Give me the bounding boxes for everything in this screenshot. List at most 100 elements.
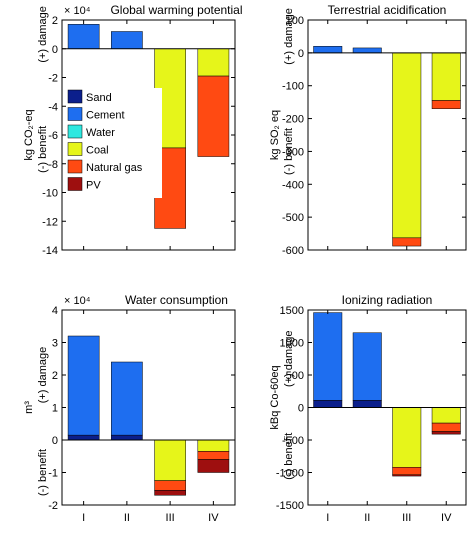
bar-cement-II <box>352 332 382 401</box>
y-tick-label: 2 <box>52 370 58 382</box>
y-tick-label: -12 <box>42 216 58 228</box>
damage-label: (+) damage <box>37 6 49 63</box>
y-tick-label: 500 <box>286 370 304 382</box>
y-tick-label: -500 <box>282 435 304 447</box>
y-tick-label: 0 <box>298 48 304 60</box>
bar-natural-gas-IV <box>197 451 230 460</box>
benefit-label: (-) benefit <box>37 449 49 496</box>
bar-coal-IV <box>197 48 230 77</box>
y-tick-label: 1000 <box>280 338 304 350</box>
legend-label-sand: Sand <box>86 92 112 104</box>
y-tick-label: 2 <box>52 15 58 27</box>
y-tick-label: -4 <box>48 101 58 113</box>
y-tick-label: -6 <box>48 130 58 142</box>
damage-label: (+) damage <box>37 347 49 404</box>
bar-cement-I <box>67 24 100 49</box>
bar-coal-IV <box>197 439 230 452</box>
bar-pv-IV <box>431 431 461 435</box>
axis-multiplier: × 10⁴ <box>64 295 91 307</box>
bar-pv-III <box>154 490 186 496</box>
chart-title: Water consumption <box>125 293 228 307</box>
legend-swatch-sand <box>67 89 83 104</box>
y-tick-label: 0 <box>52 44 58 56</box>
benefit-label: (-) benefit <box>283 128 295 175</box>
legend-label-natural-gas: Natural gas <box>86 162 143 174</box>
y-tick-label: -2 <box>48 500 58 512</box>
bar-pv-III <box>392 474 422 477</box>
legend-swatch-pv <box>67 177 83 191</box>
legend-label-water: Water <box>86 127 115 139</box>
bar-natural-gas-IV <box>197 75 230 157</box>
bar-natural-gas-IV <box>431 100 461 109</box>
bar-cement-I <box>313 312 343 401</box>
y-tick-label: -1500 <box>276 500 304 512</box>
bar-sand-I <box>313 400 343 408</box>
chart-title: Global warming potential <box>110 3 242 17</box>
y-tick-label: 1 <box>52 403 58 415</box>
bar-coal-III <box>154 439 186 481</box>
y-tick-label: 4 <box>52 305 58 317</box>
y-axis-label: kg SO₂ eq <box>269 110 281 160</box>
chart-title: Ionizing radiation <box>342 293 433 307</box>
x-tick-label: IV <box>441 512 452 524</box>
y-tick-label: -1 <box>48 468 58 480</box>
y-tick-label: -300 <box>282 146 304 158</box>
bar-natural-gas-III <box>392 467 422 476</box>
x-tick-label: III <box>402 512 411 524</box>
y-tick-label: -14 <box>42 245 58 257</box>
damage-label: (+) damage <box>283 330 295 387</box>
y-tick-label: 1500 <box>280 305 304 317</box>
bar-sand-II <box>352 400 382 408</box>
chart-title: Terrestrial acidification <box>328 3 447 17</box>
y-tick-label: -10 <box>42 188 58 200</box>
legend-swatch-natural-gas <box>67 159 83 174</box>
legend-label-cement: Cement <box>86 110 125 122</box>
bar-coal-III <box>392 52 422 239</box>
benefit-label: (-) benefit <box>283 433 295 480</box>
legend-label-pv: PV <box>86 180 101 192</box>
y-tick-label: -200 <box>282 114 304 126</box>
bar-cement-II <box>111 361 143 436</box>
y-tick-label: -2 <box>48 73 58 85</box>
bar-coal-IV <box>431 52 461 101</box>
y-tick-label: 100 <box>286 15 304 27</box>
bar-natural-gas-III <box>392 237 422 247</box>
x-tick-label: II <box>124 512 130 524</box>
x-tick-label: I <box>82 512 85 524</box>
legend-swatch-coal <box>67 142 83 156</box>
axis-multiplier: × 10⁴ <box>64 5 91 17</box>
legend-swatch-water <box>67 124 83 139</box>
bar-cement-I <box>67 335 100 436</box>
bar-coal-III <box>392 407 422 468</box>
bar-natural-gas-III <box>154 480 186 491</box>
y-tick-label: 0 <box>52 435 58 447</box>
x-tick-label: I <box>326 512 329 524</box>
bar-cement-I <box>313 46 343 54</box>
bar-natural-gas-IV <box>431 422 461 432</box>
y-tick-label: -400 <box>282 179 304 191</box>
y-tick-label: 0 <box>298 403 304 415</box>
damage-label: (+) damage <box>283 8 295 65</box>
axes-box <box>307 19 467 251</box>
y-tick-label: -1000 <box>276 468 304 480</box>
bar-pv-IV <box>197 459 230 473</box>
bar-sand-I <box>67 434 100 441</box>
bar-cement-II <box>352 47 382 54</box>
x-tick-label: III <box>166 512 175 524</box>
legend-label-coal: Coal <box>86 145 109 157</box>
x-tick-label: II <box>364 512 370 524</box>
y-axis-label: kg CO₂-eq <box>23 109 35 160</box>
bar-cement-II <box>111 31 143 49</box>
y-tick-label: -8 <box>48 159 58 171</box>
benefit-label: (-) benefit <box>37 126 49 173</box>
y-axis-label: kBq Co-60eq <box>269 365 281 429</box>
bar-sand-II <box>111 434 143 441</box>
y-axis-label: m³ <box>23 401 35 414</box>
y-tick-label: -100 <box>282 81 304 93</box>
y-tick-label: -500 <box>282 212 304 224</box>
legend: Sand Cement Water Coal Natural gas PV <box>66 88 162 198</box>
y-tick-label: 3 <box>52 338 58 350</box>
